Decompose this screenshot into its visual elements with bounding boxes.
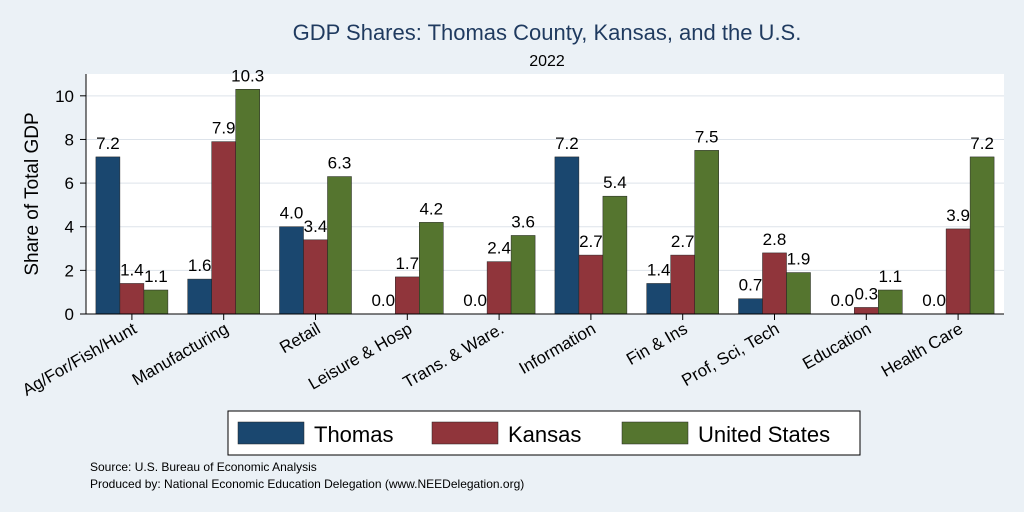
data-label: 7.9 — [212, 119, 236, 138]
y-tick-label: 10 — [55, 87, 74, 106]
data-label: 2.7 — [671, 232, 695, 251]
data-label: 1.9 — [787, 250, 811, 269]
source-note: Source: U.S. Bureau of Economic Analysis — [90, 460, 317, 474]
bar — [602, 195, 628, 315]
data-label: 6.3 — [328, 154, 352, 173]
legend-swatch — [621, 421, 689, 445]
bar — [969, 156, 995, 315]
bar — [95, 156, 121, 315]
bar — [119, 283, 145, 315]
bar — [187, 278, 212, 315]
legend-box — [227, 410, 861, 456]
x-tick-label: Health Care — [878, 319, 966, 381]
legend-label: Thomas — [314, 422, 393, 447]
bar — [945, 228, 971, 315]
x-tick-label: Information — [516, 319, 599, 378]
bar — [211, 141, 236, 315]
data-labels: 7.21.4 1.11.67.910.34.03.46.30.01.74.20.0… — [96, 66, 994, 310]
x-tick-label: Ag/For/Fish/Hunt — [19, 319, 140, 400]
bar — [646, 283, 671, 315]
y-tick-label: 6 — [65, 174, 74, 193]
bars — [95, 89, 995, 315]
data-label: 7.2 — [970, 134, 994, 153]
data-label: 0.0 — [371, 291, 395, 310]
data-label: 0.7 — [739, 276, 763, 295]
legend-swatch — [431, 421, 499, 445]
bar — [762, 252, 787, 315]
data-label: 0.0 — [463, 291, 487, 310]
data-label: 1.7 — [395, 254, 419, 273]
bar — [486, 261, 512, 315]
chart-subtitle: 2022 — [529, 53, 565, 70]
data-label: 1.1 — [144, 267, 168, 286]
bar — [510, 235, 536, 315]
bar — [670, 254, 695, 315]
x-tick-label: Leisure & Hosp — [305, 319, 415, 394]
x-tick-label: Trans. & Ware. — [400, 319, 507, 392]
data-label: 2.7 — [579, 232, 603, 251]
y-tick-label: 8 — [65, 130, 74, 149]
x-tick-label: Education — [799, 319, 874, 373]
data-label: 7.2 — [96, 134, 120, 153]
data-label: 1.1 — [878, 267, 902, 286]
bar — [578, 254, 604, 315]
bar — [143, 289, 169, 315]
data-label: 3.9 — [946, 206, 970, 225]
data-label: 2.4 — [487, 239, 511, 258]
data-label: 1.6 — [188, 256, 212, 275]
data-label: 4.2 — [419, 199, 443, 218]
data-label: 0.0 — [830, 291, 854, 310]
data-label: 3.6 — [511, 212, 535, 231]
bar — [694, 150, 719, 315]
data-label: 2.8 — [763, 230, 787, 249]
y-tick-label: 4 — [65, 218, 74, 237]
y-axis-label: Share of Total GDP — [22, 112, 43, 275]
bar — [303, 239, 328, 315]
legend-label: Kansas — [508, 422, 581, 447]
bar — [395, 276, 420, 315]
legend-label: United States — [698, 422, 830, 447]
bar — [854, 307, 879, 315]
bar — [554, 156, 580, 315]
data-label: 5.4 — [603, 173, 627, 192]
bar — [235, 89, 260, 315]
bar — [786, 272, 811, 315]
x-tick-label: Fin & Ins — [623, 319, 691, 369]
data-label: 3.4 — [304, 217, 328, 236]
y-tick-label: 0 — [65, 305, 74, 324]
bar — [327, 176, 352, 315]
x-tick-label: Prof, Sci, Tech — [678, 319, 782, 390]
data-label: 0.3 — [854, 284, 878, 303]
data-label: 1.4 — [120, 260, 144, 279]
bar — [878, 289, 903, 315]
plot-area: 7.21.4 1.11.67.910.34.03.46.30.01.74.20.0… — [19, 66, 1004, 400]
legend: Thomas Kansas United States — [227, 410, 861, 456]
data-label: 4.0 — [280, 204, 304, 223]
bar — [738, 298, 763, 315]
legend-swatch — [237, 421, 305, 445]
bar — [419, 222, 444, 315]
bar — [279, 226, 304, 315]
x-tick-label: Manufacturing — [129, 319, 232, 389]
x-tick-label: Retail — [276, 319, 323, 357]
data-label: 1.4 — [647, 260, 671, 279]
data-label: 10.3 — [231, 66, 264, 85]
produced-by-note: Produced by: National Economic Education… — [90, 477, 524, 491]
data-label: 7.5 — [695, 127, 719, 146]
y-tick-label: 2 — [65, 261, 74, 280]
y-ticks: 0 2 4 6 8 10 — [55, 87, 86, 324]
data-label: 0.0 — [922, 291, 946, 310]
chart-title: GDP Shares: Thomas County, Kansas, and t… — [293, 20, 802, 45]
data-label: 7.2 — [555, 134, 579, 153]
